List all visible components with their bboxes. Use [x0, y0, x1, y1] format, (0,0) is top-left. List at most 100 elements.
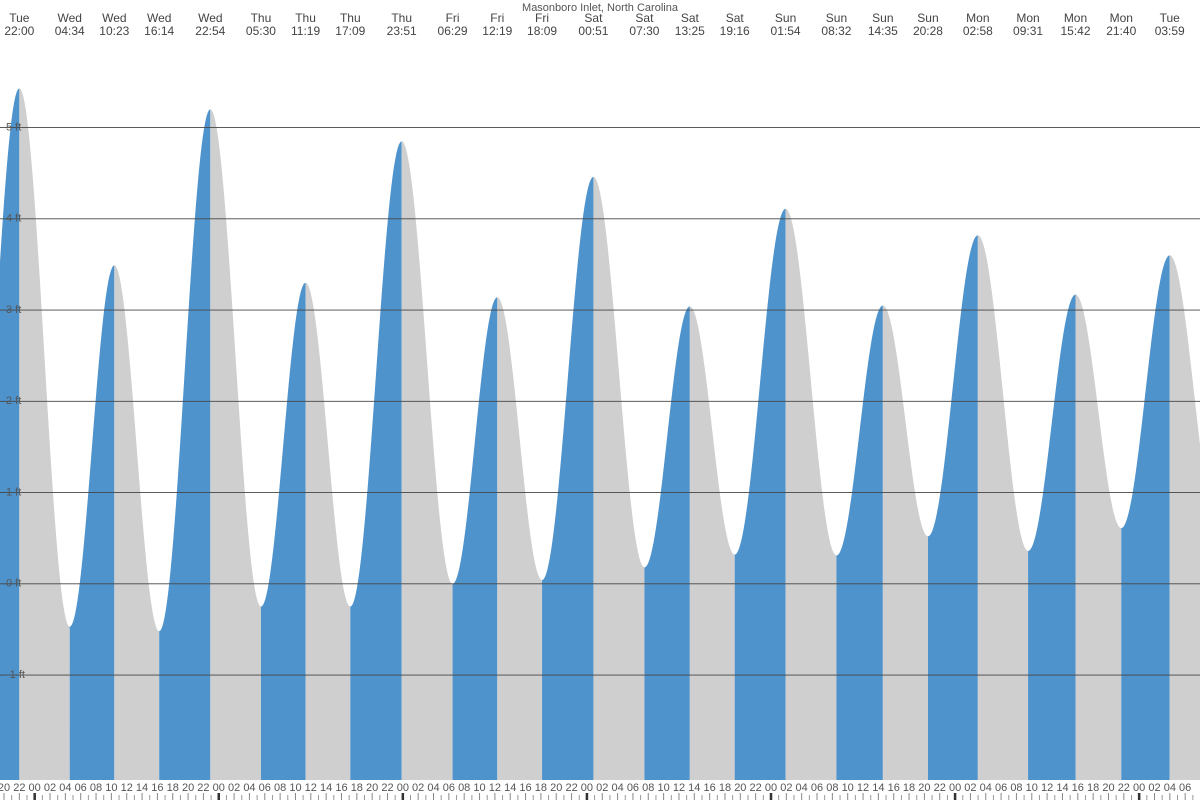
extremum-time: 21:40	[1106, 24, 1136, 38]
extremum-day: Sat	[726, 11, 745, 25]
tide-area	[401, 141, 453, 780]
x-tick-label: 22	[13, 782, 25, 794]
x-tick-label: 04	[59, 782, 71, 794]
x-tick-label: 10	[289, 782, 301, 794]
x-tick-label: 02	[228, 782, 240, 794]
extremum-day: Fri	[446, 11, 460, 25]
x-tick-label: 10	[105, 782, 117, 794]
chart-title: Masonboro Inlet, North Carolina	[522, 2, 679, 14]
x-tick-label: 22	[197, 782, 209, 794]
extremum-day: Sat	[584, 11, 603, 25]
extremum-time: 07:30	[629, 24, 659, 38]
x-tick-label: 22	[1118, 782, 1130, 794]
extremum-day: Wed	[57, 11, 81, 25]
x-tick-label: 20	[734, 782, 746, 794]
tide-area	[644, 306, 690, 780]
extremum-time: 11:19	[291, 24, 320, 38]
x-tick-label: 04	[427, 782, 439, 794]
x-tick-label: 16	[151, 782, 163, 794]
extremum-time: 20:28	[913, 24, 943, 38]
tide-area	[260, 282, 306, 780]
x-tick-label: 02	[964, 782, 976, 794]
x-tick-label: 06	[443, 782, 455, 794]
extremum-day: Sun	[917, 11, 938, 25]
tide-area	[785, 208, 837, 780]
extremum-day: Thu	[295, 11, 316, 25]
tide-area	[1028, 294, 1076, 780]
x-tick-label: 14	[688, 782, 700, 794]
extremum-day: Mon	[1064, 11, 1087, 25]
x-tick-label: 06	[627, 782, 639, 794]
x-tick-label: 04	[611, 782, 623, 794]
x-tick-label: 20	[182, 782, 194, 794]
x-tick-label: 04	[796, 782, 808, 794]
tide-area	[836, 305, 883, 780]
tide-area	[689, 306, 735, 780]
x-tick-label: 20	[550, 782, 562, 794]
x-tick-label: 06	[75, 782, 87, 794]
extremum-day: Sun	[826, 11, 847, 25]
tide-area	[69, 265, 115, 781]
x-tick-label: 04	[1164, 782, 1176, 794]
x-tick-label: 20	[0, 782, 10, 794]
tide-area	[1121, 255, 1170, 780]
extremum-time: 18:09	[527, 24, 557, 38]
tide-area	[927, 235, 978, 781]
tide-area	[542, 176, 594, 781]
x-tick-label: 00	[581, 782, 593, 794]
extremum-time: 06:29	[438, 24, 468, 38]
x-tick-label: 08	[826, 782, 838, 794]
x-tick-label: 12	[305, 782, 317, 794]
x-tick-label: 14	[504, 782, 516, 794]
x-tick-label: 00	[397, 782, 409, 794]
x-tick-label: 08	[90, 782, 102, 794]
tide-area	[159, 109, 211, 780]
extremum-day: Mon	[1110, 11, 1133, 25]
x-tick-label: 14	[1056, 782, 1068, 794]
extremum-day: Wed	[147, 11, 171, 25]
x-tick-label: 20	[1102, 782, 1114, 794]
x-tick-label: 22	[381, 782, 393, 794]
tide-area	[977, 235, 1029, 781]
x-tick-label: 14	[872, 782, 884, 794]
x-tick-label: 18	[1087, 782, 1099, 794]
x-tick-label: 12	[1041, 782, 1053, 794]
x-tick-label: 08	[1010, 782, 1022, 794]
x-tick-label: 18	[535, 782, 547, 794]
x-tick-label: 12	[489, 782, 501, 794]
extremum-day: Sun	[775, 11, 796, 25]
extremum-day: Mon	[1016, 11, 1039, 25]
x-tick-label: 02	[596, 782, 608, 794]
extremum-time: 14:35	[868, 24, 898, 38]
tide-area	[19, 88, 70, 780]
x-tick-label: 10	[842, 782, 854, 794]
extremum-day: Thu	[391, 11, 412, 25]
tide-area	[593, 176, 645, 781]
tide-area	[305, 282, 351, 780]
extremum-day: Sat	[635, 11, 654, 25]
extremum-time: 19:16	[720, 24, 750, 38]
extremum-time: 03:59	[1155, 24, 1185, 38]
tide-area	[350, 141, 402, 780]
extremum-time: 17:09	[335, 24, 365, 38]
extremum-time: 01:54	[771, 24, 801, 38]
extremum-time: 12:19	[482, 24, 512, 38]
x-tick-label: 22	[565, 782, 577, 794]
extremum-time: 09:31	[1013, 24, 1043, 38]
x-tick-label: 00	[29, 782, 41, 794]
x-tick-label: 12	[857, 782, 869, 794]
x-tick-label: 22	[750, 782, 762, 794]
extremum-time: 22:00	[4, 24, 34, 38]
extremum-time: 05:30	[246, 24, 276, 38]
extremum-time: 23:51	[387, 24, 417, 38]
x-tick-label: 10	[1026, 782, 1038, 794]
x-tick-label: 16	[1072, 782, 1084, 794]
x-tick-label: 02	[1148, 782, 1160, 794]
x-tick-label: 18	[719, 782, 731, 794]
x-tick-label: 12	[121, 782, 133, 794]
x-tick-label: 16	[519, 782, 531, 794]
extremum-time: 22:54	[195, 24, 225, 38]
x-tick-label: 02	[44, 782, 56, 794]
x-tick-label: 18	[903, 782, 915, 794]
